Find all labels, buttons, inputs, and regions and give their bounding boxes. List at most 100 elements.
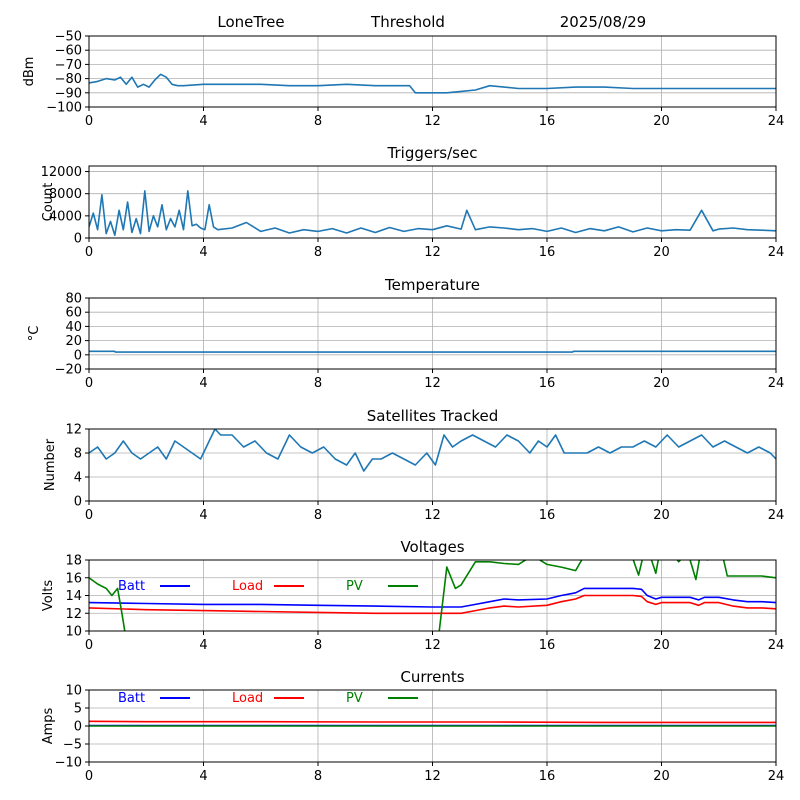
x-tick-label: 24 bbox=[768, 245, 785, 260]
x-tick-label: 12 bbox=[424, 376, 441, 391]
chart-title: Satellites Tracked bbox=[367, 407, 498, 425]
x-tick-label: 12 bbox=[424, 769, 441, 784]
header-mode: Threshold bbox=[370, 13, 445, 31]
x-tick-label: 4 bbox=[199, 114, 207, 129]
series-line-load bbox=[89, 594, 776, 615]
header-station: LoneTree bbox=[217, 13, 284, 31]
x-tick-label: 0 bbox=[85, 508, 93, 523]
x-tick-label: 20 bbox=[653, 376, 670, 391]
chart-panel-4: 0 4 8 12 16 20 24 0 4 8 12 Satellites Tracked Number bbox=[43, 407, 784, 523]
y-axis-label: Amps bbox=[41, 707, 56, 744]
y-tick-label: 12000 bbox=[41, 165, 82, 180]
x-tick-label: 16 bbox=[539, 245, 556, 260]
x-tick-label: 0 bbox=[85, 114, 93, 129]
y-axis-label: dBm bbox=[22, 57, 37, 87]
y-tick-label: −5 bbox=[63, 738, 82, 753]
x-tick-label: 8 bbox=[314, 508, 322, 523]
y-axis-label: °C bbox=[27, 326, 42, 342]
x-tick-label: 12 bbox=[424, 245, 441, 260]
y-tick-label: 12 bbox=[65, 607, 82, 622]
x-tick-label: 4 bbox=[199, 769, 207, 784]
y-tick-label: 0 bbox=[74, 232, 82, 247]
x-tick-label: 0 bbox=[85, 638, 93, 653]
x-tick-label: 20 bbox=[653, 769, 670, 784]
legend-label-load: Load bbox=[232, 579, 263, 594]
chart-title: Triggers/sec bbox=[387, 144, 478, 162]
x-tick-label: 12 bbox=[424, 638, 441, 653]
series-line-data bbox=[89, 429, 776, 472]
y-axis-label: Number bbox=[43, 438, 58, 491]
legend-label-batt: Batt bbox=[118, 691, 145, 706]
y-tick-label: 40 bbox=[65, 320, 82, 335]
y-tick-label: 0 bbox=[74, 720, 82, 735]
y-tick-label: 8 bbox=[74, 447, 82, 462]
x-tick-label: 16 bbox=[539, 769, 556, 784]
y-tick-label: 8000 bbox=[49, 187, 82, 202]
x-tick-label: 12 bbox=[424, 508, 441, 523]
x-tick-label: 16 bbox=[539, 376, 556, 391]
y-tick-label: 20 bbox=[65, 334, 82, 349]
chart-panel-6: 0 4 8 12 16 20 24 −10 −5 0 5 10 Currents Amps Batt Load… bbox=[41, 668, 784, 784]
x-tick-label: 0 bbox=[85, 245, 93, 260]
y-tick-label: 12 bbox=[65, 423, 82, 438]
series-line-data bbox=[89, 350, 776, 353]
x-tick-label: 24 bbox=[768, 114, 785, 129]
y-tick-label: 16 bbox=[65, 571, 82, 586]
x-tick-label: 8 bbox=[314, 114, 322, 129]
chart-panel-5: 0 4 8 12 16 20 24 10 12 14 16 18 Voltages Volts Batt Lo… bbox=[41, 538, 784, 653]
y-tick-label: −20 bbox=[55, 363, 82, 378]
y-tick-label: 5 bbox=[74, 702, 82, 717]
x-tick-label: 0 bbox=[85, 376, 93, 391]
legend-label-pv: PV bbox=[346, 579, 363, 594]
y-tick-label: 60 bbox=[65, 306, 82, 321]
x-tick-label: 24 bbox=[768, 638, 785, 653]
chart-title: Currents bbox=[400, 668, 464, 686]
y-tick-label: 0 bbox=[74, 495, 82, 510]
chart-title: Temperature bbox=[384, 276, 480, 294]
x-tick-label: 12 bbox=[424, 114, 441, 129]
y-tick-label: 10 bbox=[65, 625, 82, 640]
x-tick-label: 4 bbox=[199, 638, 207, 653]
x-tick-label: 24 bbox=[768, 769, 785, 784]
y-tick-label: 10 bbox=[65, 684, 82, 699]
header-date: 2025/08/29 bbox=[560, 13, 646, 31]
x-tick-label: 4 bbox=[199, 508, 207, 523]
x-tick-label: 20 bbox=[653, 245, 670, 260]
x-tick-label: 4 bbox=[199, 245, 207, 260]
y-tick-label: −70 bbox=[55, 58, 82, 73]
y-tick-label: 4000 bbox=[49, 209, 82, 224]
x-tick-label: 20 bbox=[653, 114, 670, 129]
y-tick-label: 80 bbox=[65, 292, 82, 307]
x-tick-label: 8 bbox=[314, 376, 322, 391]
x-tick-label: 16 bbox=[539, 508, 556, 523]
x-tick-label: 20 bbox=[653, 508, 670, 523]
legend-label-load: Load bbox=[232, 691, 263, 706]
legend-label-batt: Batt bbox=[118, 579, 145, 594]
y-tick-label: 14 bbox=[65, 589, 82, 604]
chart-title: Voltages bbox=[400, 538, 464, 556]
x-tick-label: 8 bbox=[314, 638, 322, 653]
chart-panel-1: 0 4 8 12 16 20 24 −100−90−80−70−60−50 dBm bbox=[22, 30, 784, 130]
x-tick-label: 0 bbox=[85, 769, 93, 784]
x-tick-label: 16 bbox=[539, 638, 556, 653]
y-tick-label: 0 bbox=[74, 348, 82, 363]
x-tick-label: 16 bbox=[539, 114, 556, 129]
chart-panel-2: 0 4 8 12 16 20 24 0 4000 8000 12000 Triggers/sec Cou… bbox=[41, 144, 785, 260]
x-tick-label: 20 bbox=[653, 638, 670, 653]
x-tick-label: 8 bbox=[314, 769, 322, 784]
y-tick-label: −10 bbox=[55, 756, 82, 771]
x-tick-label: 8 bbox=[314, 245, 322, 260]
x-tick-label: 4 bbox=[199, 376, 207, 391]
y-tick-label: −80 bbox=[55, 72, 82, 87]
series-line-load bbox=[89, 720, 776, 724]
y-axis-label: Volts bbox=[41, 580, 56, 612]
y-axis-label: Count bbox=[41, 183, 56, 222]
y-tick-label: 4 bbox=[74, 471, 82, 486]
series-line-data bbox=[89, 190, 776, 236]
legend-label-pv: PV bbox=[346, 691, 363, 706]
y-tick-label: −50 bbox=[55, 30, 82, 45]
y-tick-label: −90 bbox=[55, 86, 82, 101]
